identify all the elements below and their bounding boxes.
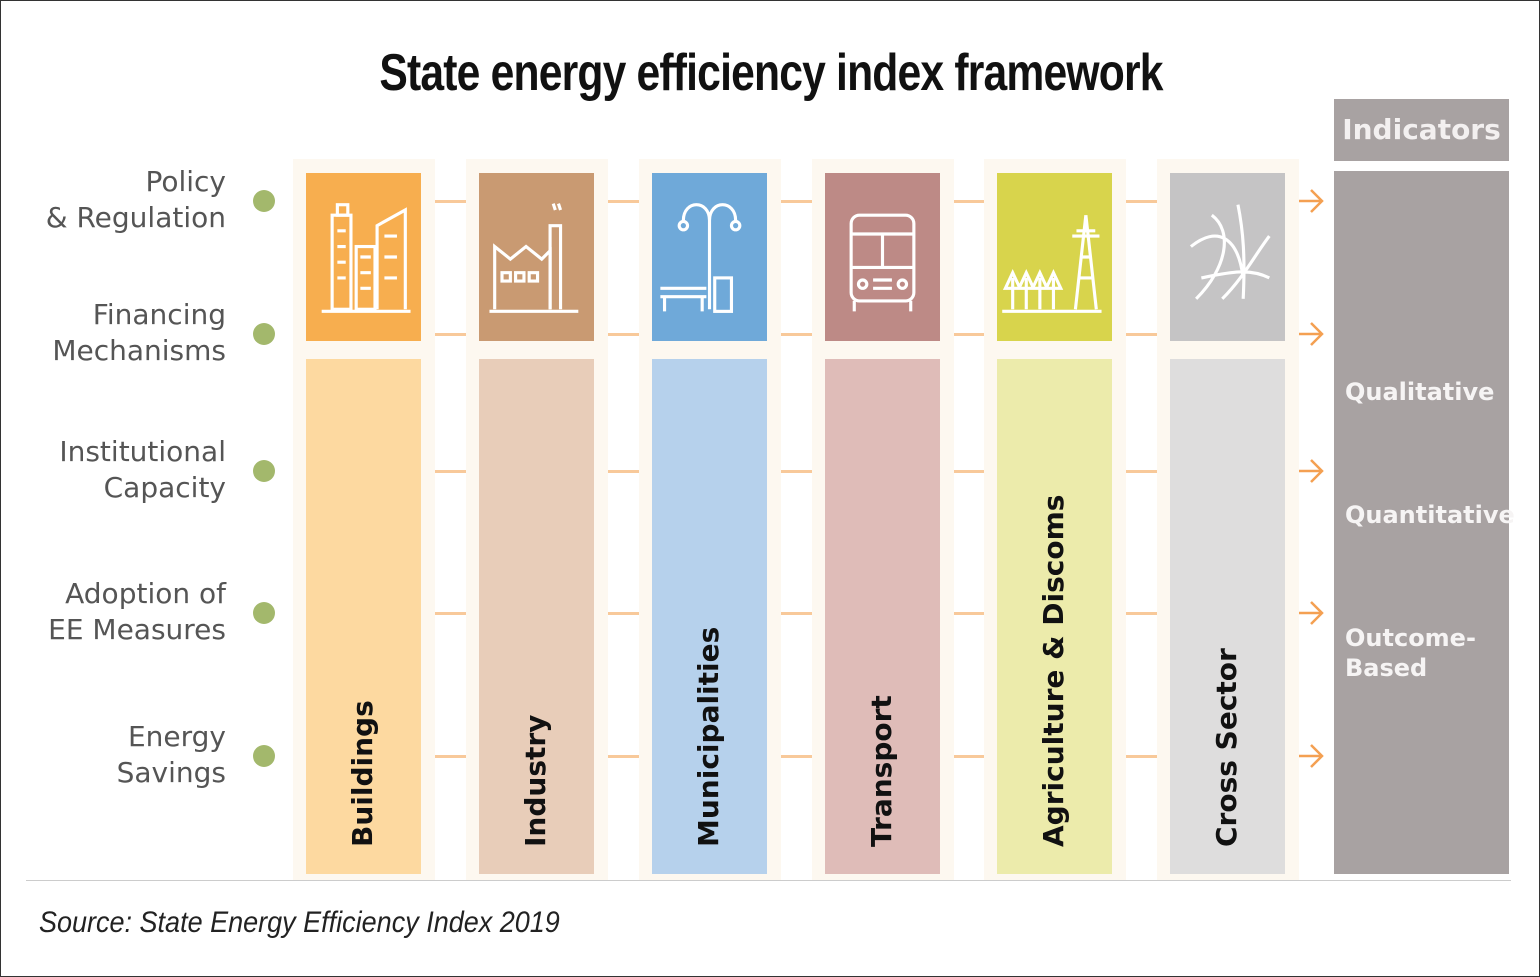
trees-pylon-icon — [1002, 215, 1102, 313]
buildings-icon — [321, 203, 411, 313]
arrow-right-icon — [1297, 320, 1325, 348]
bus-icon — [849, 213, 916, 312]
connector-dash — [1125, 612, 1157, 615]
sector-bar — [997, 359, 1112, 874]
sector-bar — [479, 359, 594, 874]
factory-icon — [489, 203, 579, 313]
sector-icon-tile — [652, 173, 767, 341]
sector-icon-tile — [479, 173, 594, 341]
indicators-header: Indicators — [1334, 99, 1509, 161]
network-icon — [1189, 204, 1271, 300]
connector-dash — [434, 200, 466, 203]
sector-icon-tile — [306, 173, 421, 341]
row-label: Institutional Capacity — [59, 435, 226, 504]
sector-label: Buildings — [346, 700, 379, 847]
row-dot — [253, 745, 275, 767]
arrow-right-icon — [1297, 599, 1325, 627]
indicator-outcome-based: Outcome- Based — [1345, 624, 1476, 682]
connector-dash — [780, 755, 812, 758]
connector-dash — [953, 470, 985, 473]
row-dot — [253, 460, 275, 482]
connector-dash — [1125, 755, 1157, 758]
sector-icon-tile — [1170, 173, 1285, 341]
sector-bar — [652, 359, 767, 874]
connector-dash — [953, 755, 985, 758]
sector-icon-tile — [825, 173, 940, 341]
connector-dash — [780, 333, 812, 336]
sector-label: Transport — [865, 695, 898, 847]
row-label: Adoption of EE Measures — [48, 577, 226, 646]
connector-dash — [1125, 333, 1157, 336]
sector-label: Cross Sector — [1210, 648, 1243, 847]
connector-dash — [607, 200, 639, 203]
arrow-right-icon — [1297, 457, 1325, 485]
row-dot — [253, 602, 275, 624]
connector-dash — [607, 333, 639, 336]
sector-icon-tile — [997, 173, 1112, 341]
row-label: Energy Savings — [116, 720, 226, 789]
sector-bar — [1170, 359, 1285, 874]
sector-label: Municipalities — [692, 626, 725, 847]
indicator-qualitative: Qualitative — [1345, 378, 1495, 406]
source-note: Source: State Energy Efficiency Index 20… — [39, 906, 560, 939]
sector-bar — [306, 359, 421, 874]
indicators-panel — [1334, 171, 1509, 874]
streetlight-bench-icon — [660, 203, 742, 313]
connector-dash — [434, 333, 466, 336]
row-label: Financing Mechanisms — [52, 298, 226, 367]
connector-dash — [780, 612, 812, 615]
arrow-right-icon — [1297, 187, 1325, 215]
connector-dash — [780, 200, 812, 203]
sector-label: Agriculture & Discoms — [1037, 494, 1070, 847]
row-dot — [253, 323, 275, 345]
indicator-quantitative: Quantitative — [1345, 501, 1515, 529]
divider — [26, 880, 1511, 881]
row-label: Policy & Regulation — [45, 165, 226, 234]
connector-dash — [953, 333, 985, 336]
connector-dash — [607, 755, 639, 758]
connector-dash — [953, 200, 985, 203]
connector-dash — [434, 470, 466, 473]
connector-dash — [434, 612, 466, 615]
connector-dash — [1125, 470, 1157, 473]
connector-dash — [607, 612, 639, 615]
arrow-right-icon — [1297, 742, 1325, 770]
sector-label: Industry — [519, 714, 552, 847]
diagram-title: State energy efficiency index framework — [379, 44, 1163, 102]
row-dot — [253, 190, 275, 212]
connector-dash — [1125, 200, 1157, 203]
sector-bar — [825, 359, 940, 874]
connector-dash — [434, 755, 466, 758]
connector-dash — [953, 612, 985, 615]
connector-dash — [780, 470, 812, 473]
connector-dash — [607, 470, 639, 473]
